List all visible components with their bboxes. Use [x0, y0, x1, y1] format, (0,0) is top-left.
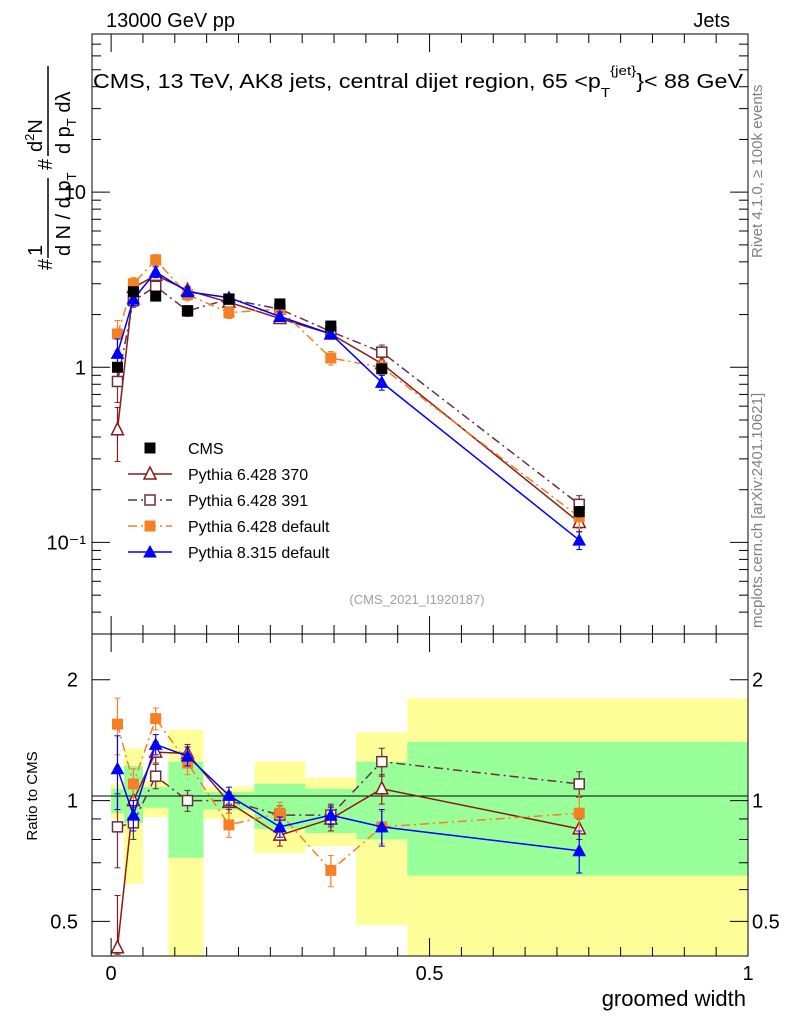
data-point [148, 737, 163, 750]
analysis-id-label: (CMS_2021_I1920187) [349, 592, 484, 607]
svg-text:d N / d pT: d N / d pT [53, 172, 79, 256]
data-point [376, 363, 388, 375]
ratio-y-tick-label-left: 1 [67, 791, 78, 813]
data-point [274, 298, 286, 310]
data-point [126, 292, 141, 305]
data-point [111, 361, 123, 373]
legend-entry-label: CMS [188, 441, 224, 458]
data-point [150, 713, 162, 725]
data-point [149, 280, 162, 293]
x-tick-label: 1 [742, 963, 753, 985]
series-line [117, 760, 580, 828]
series-line [116, 285, 580, 505]
main-y-tick-label: 1 [75, 357, 86, 379]
data-point [144, 520, 156, 532]
svg-text:d pT dλ: d pT dλ [53, 92, 79, 154]
data-point [149, 770, 162, 782]
energy-label: 13000 GeV pp [106, 10, 235, 32]
main-y-axis-label: # 1 d N / d pT # d2N d pT dλ [22, 66, 79, 270]
data-point [180, 749, 195, 762]
data-point [127, 778, 139, 790]
svg-text:d2N: d2N [22, 119, 47, 152]
data-point [148, 264, 163, 278]
svg-text:#: # [35, 258, 57, 270]
ratio-y-axis-label: Ratio to CMS [24, 751, 41, 840]
data-point [572, 843, 587, 857]
main-y-tick-label: 10 [64, 182, 86, 204]
ratio-panel-frame [91, 633, 749, 957]
data-point [223, 307, 235, 319]
data-point [573, 506, 585, 518]
data-point [323, 808, 338, 821]
data-point [182, 305, 194, 317]
data-point [273, 819, 287, 833]
data-point [374, 780, 389, 795]
svg-text:1: 1 [25, 245, 47, 256]
legend-entry-label: Pythia 6.428 391 [188, 493, 308, 510]
main-panel-series [110, 254, 587, 551]
data-point [181, 794, 194, 807]
rivet-version-label: Rivet 4.1.0, ≥ 100k events [749, 85, 766, 258]
legend-entry-label: Pythia 6.428 370 [188, 467, 308, 484]
data-point [376, 755, 388, 768]
data-point [180, 284, 195, 298]
data-point [111, 821, 124, 833]
ratio-y-tick-label-right: 2 [752, 670, 763, 692]
main-panel-frame [91, 33, 749, 635]
data-point [144, 494, 156, 506]
data-point [144, 442, 156, 454]
data-point [127, 286, 139, 298]
data-point [111, 328, 123, 340]
data-point [573, 807, 585, 819]
data-point [323, 326, 338, 340]
series-pythia-8-315-default [110, 734, 587, 874]
data-point [374, 375, 389, 388]
legend-entry-label: Pythia 8.315 default [188, 545, 330, 562]
data-point [111, 718, 123, 730]
data-point [126, 808, 141, 821]
x-tick-label: 0 [106, 963, 117, 985]
process-label: Jets [693, 10, 730, 32]
data-point [223, 819, 235, 831]
data-point [143, 544, 157, 558]
data-point [573, 778, 585, 790]
data-point [572, 533, 587, 546]
main-y-tick-label: 10⁻¹ [47, 532, 87, 554]
data-point [142, 465, 158, 480]
stat-uncertainty-band [168, 761, 204, 858]
ratio-panel-series [110, 697, 587, 955]
data-point [325, 320, 337, 332]
data-point [110, 421, 125, 436]
x-tick-label: 0.5 [416, 963, 444, 985]
data-point [376, 346, 388, 358]
data-point [222, 788, 236, 801]
data-point [110, 346, 125, 359]
data-point [325, 864, 337, 876]
legend: CMS Pythia 6.428 370 Pythia 6.428 391 Pythi… [128, 441, 330, 562]
ratio-uncertainty-bands [111, 698, 748, 956]
data-point [223, 293, 235, 305]
data-point [150, 254, 162, 266]
ratio-y-tick-label-right: 1 [752, 791, 763, 813]
ratio-y-tick-label-left: 2 [67, 670, 78, 692]
mcplots-reference-label: mcplots.cern.ch [arXiv:2401.10621] [749, 393, 766, 628]
data-point [110, 939, 125, 954]
x-axis-label: groomed width [602, 986, 746, 1011]
data-point [374, 819, 389, 833]
stat-uncertainty-band [142, 787, 169, 808]
ratio-y-tick-label-right: 0.5 [752, 911, 780, 933]
legend-entry-label: Pythia 6.428 default [188, 519, 330, 536]
data-point [111, 375, 124, 388]
series-cms [111, 286, 585, 518]
data-point [110, 761, 125, 775]
data-point [150, 290, 162, 302]
data-point [273, 309, 287, 322]
data-point [325, 352, 337, 364]
plot-title: CMS, 13 TeV, AK8 jets, central dijet reg… [93, 63, 744, 100]
ratio-y-tick-label-left: 0.5 [50, 911, 78, 933]
svg-text:#: # [35, 158, 57, 170]
series-line [116, 717, 580, 872]
